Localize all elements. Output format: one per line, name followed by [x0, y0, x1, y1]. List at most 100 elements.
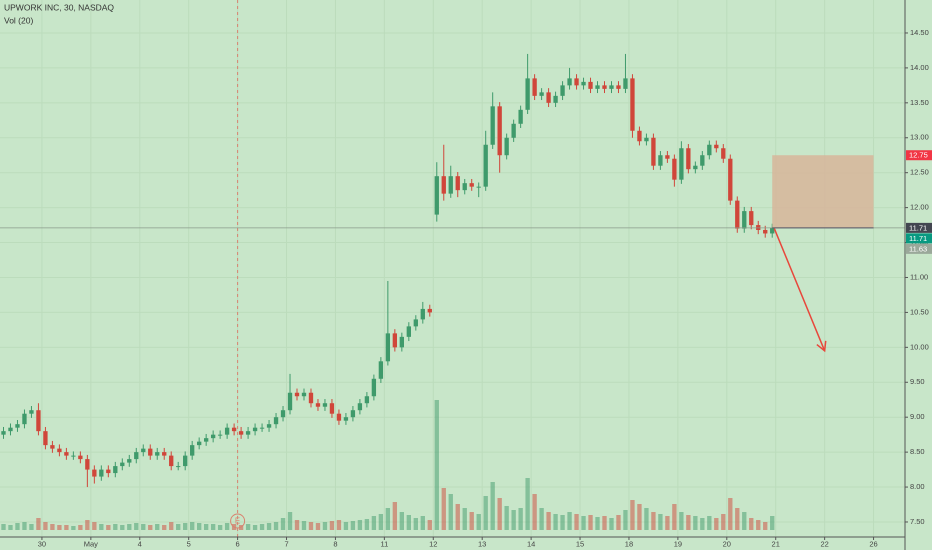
volume-bar: [693, 516, 698, 530]
candle-body: [378, 361, 384, 379]
volume-bar: [273, 522, 279, 530]
candle-body: [364, 396, 370, 404]
candle-body: [99, 469, 104, 477]
volume-bar: [1, 524, 6, 530]
candle-body: [574, 78, 579, 86]
x-tick-label: 13: [478, 539, 486, 548]
candle-body: [322, 403, 328, 407]
x-tick-label: 5: [187, 539, 191, 548]
candle-body: [280, 410, 286, 418]
volume-bar: [71, 526, 76, 530]
candle-body: [231, 427, 237, 432]
chart-title: UPWORK INC, 30, NASDAQ: [4, 2, 114, 12]
x-tick-label: 20: [723, 539, 731, 548]
volume-bar: [210, 524, 216, 530]
candle-body: [64, 452, 69, 456]
candle-body: [183, 455, 188, 467]
volume-bar: [217, 525, 223, 530]
volume-bar: [462, 508, 467, 530]
volume-bar: [658, 514, 663, 530]
volume-bar: [483, 496, 488, 530]
volume-bar: [420, 516, 425, 530]
arrow-head: [816, 340, 827, 353]
volume-bar: [735, 508, 740, 530]
candle-body: [29, 410, 34, 414]
candle-body: [217, 434, 223, 436]
x-tick-label: 14: [527, 539, 535, 548]
volume-bar: [245, 524, 251, 530]
volume-bar: [148, 525, 153, 530]
candle-body: [630, 78, 635, 131]
x-tick-label: 21: [772, 539, 780, 548]
candles: [1, 53, 775, 488]
volume-bar: [308, 522, 314, 530]
candle-body: [169, 455, 174, 467]
candle-body: [511, 123, 516, 138]
price-label: 11.63: [909, 244, 927, 253]
volume-bar: [749, 518, 754, 530]
volume-bar: [50, 524, 55, 530]
x-tick-label: 22: [820, 539, 828, 548]
volume-bar: [99, 524, 104, 530]
price-axis: [905, 0, 932, 550]
x-tick-label: 15: [576, 539, 584, 548]
volume-bar: [602, 516, 607, 530]
volume-bar: [378, 514, 384, 530]
volume-bar: [574, 514, 579, 530]
volume-bar: [392, 502, 398, 530]
candle-body: [15, 424, 20, 428]
candle-body: [707, 144, 712, 156]
candle-body: [43, 431, 48, 446]
volume-bar: [57, 525, 62, 530]
volume-bar: [616, 515, 621, 530]
x-tick-label: 12: [429, 539, 437, 548]
candle-body: [672, 158, 677, 180]
candle-body: [252, 427, 258, 432]
y-tick-label: 10.00: [910, 342, 929, 351]
candle-body: [134, 452, 139, 460]
candle-body: [749, 211, 754, 226]
candle-body: [266, 424, 272, 428]
x-tick-label: May: [84, 539, 98, 548]
price-label: 11.71: [909, 223, 927, 232]
x-tick-label: 30: [38, 539, 46, 548]
candle-body: [399, 336, 405, 348]
candle-body: [287, 392, 293, 411]
candle-body: [735, 200, 740, 229]
price-label-bg: [906, 222, 932, 233]
volume-bar: [581, 516, 586, 530]
volume-bar: [623, 510, 628, 530]
candle-body: [413, 319, 418, 327]
volume-bar: [427, 520, 432, 530]
volume-bar: [266, 523, 272, 530]
candle-body: [770, 227, 775, 234]
candle-body: [476, 186, 481, 188]
volume-bar: [441, 488, 446, 530]
event-label: E: [235, 517, 240, 526]
candle-body: [197, 441, 202, 446]
volume-bar: [644, 508, 649, 530]
volume-bar: [197, 523, 202, 530]
y-tick-label: 8.50: [910, 447, 925, 456]
indicator-label: Vol (20): [4, 15, 33, 25]
candle-body: [106, 469, 111, 474]
candle-body: [693, 165, 698, 170]
volume-bar: [525, 478, 530, 530]
volume-bar: [329, 521, 335, 530]
candle-body: [190, 445, 195, 456]
volume-bar: [413, 518, 418, 530]
volume-bar: [497, 498, 502, 530]
volume-bar: [252, 525, 258, 530]
candle-body: [36, 410, 41, 432]
candle-body: [462, 183, 467, 191]
y-tick-label: 14.00: [910, 63, 929, 72]
volume-bar: [595, 517, 600, 530]
y-tick-label: 7.50: [910, 517, 925, 526]
volume-bar: [294, 520, 300, 530]
volume-bar: [190, 522, 195, 530]
volume-bar: [371, 516, 377, 530]
price-label: 12.75: [909, 151, 928, 160]
price-label-bg: [906, 150, 932, 161]
